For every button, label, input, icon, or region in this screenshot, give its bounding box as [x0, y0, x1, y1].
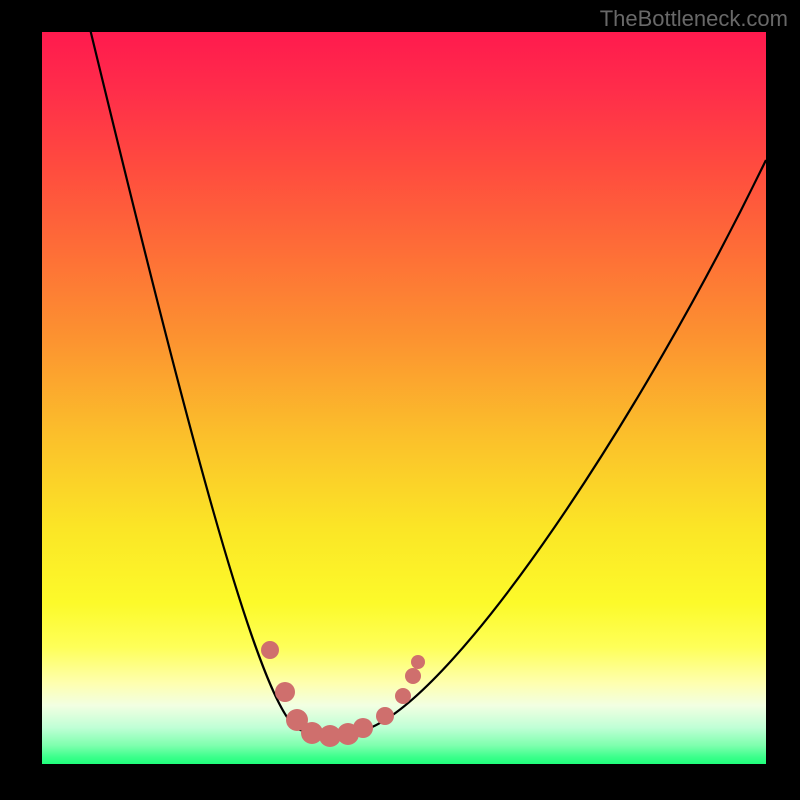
bottleneck-chart: [0, 0, 800, 800]
data-marker: [261, 641, 279, 659]
data-marker: [275, 682, 295, 702]
chart-container: TheBottleneck.com: [0, 0, 800, 800]
data-marker: [405, 668, 421, 684]
data-marker: [353, 718, 373, 738]
plot-background: [42, 32, 766, 764]
data-marker: [376, 707, 394, 725]
data-marker: [411, 655, 425, 669]
data-marker: [395, 688, 411, 704]
watermark-text: TheBottleneck.com: [600, 6, 788, 32]
